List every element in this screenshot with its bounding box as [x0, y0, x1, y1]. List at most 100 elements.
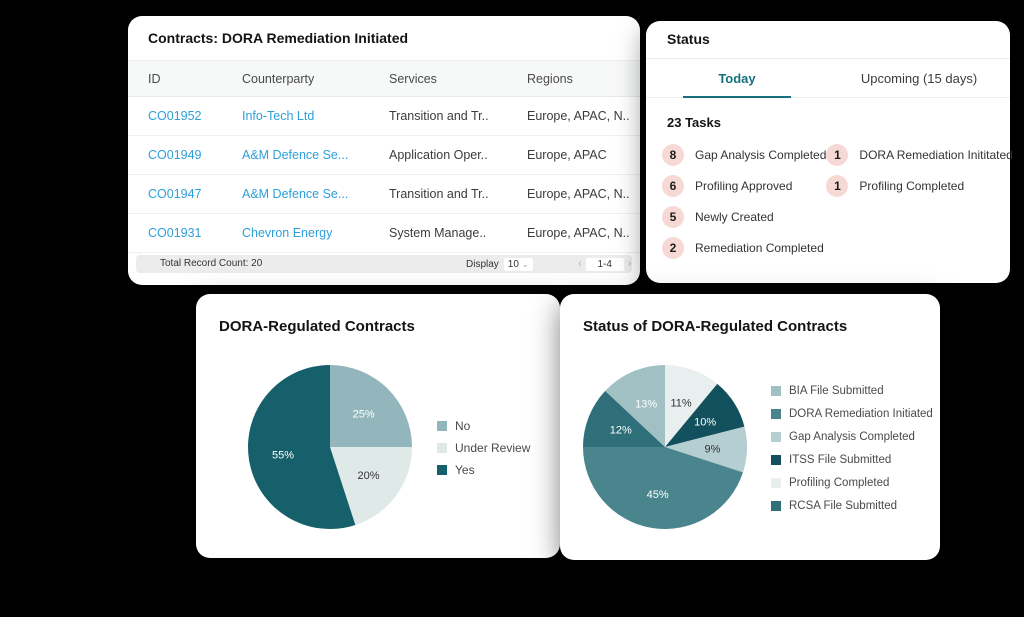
- pie-slice-no[interactable]: [330, 365, 412, 447]
- cell-id-link[interactable]: CO01949: [148, 148, 202, 162]
- contracts-card: Contracts: DORA Remediation Initiated ID…: [128, 16, 640, 285]
- pie-slice-bia-file-submitted[interactable]: [605, 365, 665, 447]
- task-count-badge: 8: [662, 143, 684, 166]
- task-count-badge: 5: [662, 205, 684, 228]
- task-item-gap-analysis-completed[interactable]: 8 Gap Analysis Completed: [662, 139, 826, 170]
- tasks-col-right: 1 DORA Remediation Inititated 1 Profiling C…: [826, 139, 1013, 263]
- pie-slice-value-label: 20%: [357, 470, 379, 482]
- chevron-down-icon: ⌄: [521, 260, 529, 269]
- cell-counterparty-link[interactable]: Chevron Energy: [242, 226, 333, 240]
- task-count-badge: 6: [662, 174, 684, 197]
- display-label: Display: [466, 259, 499, 270]
- display-control: Display 10 ⌄: [466, 258, 533, 271]
- cell-services: Transition and Tr..: [389, 109, 489, 123]
- task-item-dora-remediation-inititated[interactable]: 1 DORA Remediation Inititated: [826, 139, 1013, 170]
- legend-swatch: [437, 443, 447, 453]
- pie-slice-itss-file-submitted[interactable]: [665, 383, 745, 447]
- legend-label: Under Review: [455, 441, 531, 455]
- tab-upcoming[interactable]: Upcoming (15 days): [860, 70, 978, 86]
- cell-counterparty-link[interactable]: A&M Defence Se...: [242, 187, 349, 201]
- legend-item-under-review[interactable]: Under Review: [437, 437, 530, 459]
- pagination: ‹ 1-4 ›: [574, 258, 635, 271]
- legend-label: BIA File Submitted: [789, 384, 884, 397]
- tasks-grid: 8 Gap Analysis Completed 6 Profiling Approv…: [646, 139, 1013, 263]
- contracts-table-header: ID Counterparty Services Regions: [128, 61, 640, 97]
- pie-slice-value-label: 11%: [670, 397, 691, 409]
- task-label: Remediation Completed: [695, 240, 824, 255]
- cell-regions: Europe, APAC, N..: [527, 226, 630, 240]
- tasks-col-left: 8 Gap Analysis Completed 6 Profiling Approv…: [662, 139, 826, 263]
- task-item-profiling-completed[interactable]: 1 Profiling Completed: [826, 170, 1012, 201]
- pie-chart-dora-regulated: 25% 20% 55%: [248, 365, 412, 529]
- pie-slice-under-review[interactable]: [330, 447, 412, 525]
- cell-regions: Europe, APAC: [527, 148, 607, 162]
- table-row: CO01952 Info-Tech Ltd Transition and Tr.. E…: [128, 97, 640, 136]
- task-label: DORA Remediation Inititated: [859, 147, 1013, 162]
- page-prev-icon[interactable]: ‹: [578, 258, 582, 270]
- pie-slice-value-label: 45%: [647, 489, 669, 501]
- pie-slice-value-label: 55%: [272, 449, 294, 461]
- task-item-remediation-completed[interactable]: 2 Remediation Completed: [662, 232, 826, 263]
- legend-item-yes[interactable]: Yes: [437, 459, 530, 481]
- cell-id-link[interactable]: CO01931: [148, 226, 202, 240]
- display-value: 10: [507, 259, 519, 270]
- contracts-title: Contracts: DORA Remediation Initiated: [128, 16, 640, 61]
- table-row: CO01931 Chevron Energy System Manage.. Euro…: [128, 214, 640, 253]
- display-dropdown[interactable]: 10 ⌄: [503, 258, 533, 271]
- cell-counterparty-link[interactable]: Info-Tech Ltd: [242, 109, 315, 123]
- chart-legend: BIA File Submitted DORA Remediation Initi…: [771, 379, 933, 517]
- task-count-badge: 1: [826, 143, 849, 166]
- legend-label: Gap Analysis Completed: [789, 430, 915, 443]
- legend-item-profiling-completed[interactable]: Profiling Completed: [771, 471, 933, 494]
- cell-counterparty-link[interactable]: A&M Defence Se...: [242, 148, 349, 162]
- column-header-id: ID: [148, 71, 161, 86]
- pie-chart-status-of-dora: 11%10% 9% 45% 12% 13%: [583, 365, 747, 530]
- legend-swatch: [437, 465, 447, 475]
- cell-services: System Manage..: [389, 226, 487, 240]
- legend-item-gap-analysis-completed[interactable]: Gap Analysis Completed: [771, 425, 933, 448]
- total-record-count: Total Record Count: 20: [160, 258, 263, 269]
- cell-id-link[interactable]: CO01952: [148, 109, 202, 123]
- page-next-icon[interactable]: ›: [627, 258, 632, 270]
- legend-item-rcsa-file-submitted[interactable]: RCSA File Submitted: [771, 494, 933, 517]
- pie-slice-dora-remediation-initiated[interactable]: [583, 447, 743, 530]
- status-title: Status: [646, 21, 1010, 59]
- legend-item-dora-remediation-initiated[interactable]: DORA Remediation Initiated: [771, 402, 933, 425]
- legend-swatch: [771, 385, 781, 396]
- legend-swatch: [771, 500, 781, 511]
- cell-id-link[interactable]: CO01947: [148, 187, 202, 201]
- legend-label: Profiling Completed: [789, 476, 890, 489]
- legend-label: DORA Remediation Initiated: [789, 407, 933, 420]
- legend-label: No: [455, 419, 471, 433]
- legend-label: Yes: [455, 463, 475, 477]
- dora-regulated-contracts-card: DORA-Regulated Contracts 25% 20% 55% No Und…: [196, 294, 560, 558]
- chart-title: Status of DORA-Regulated Contracts: [583, 318, 848, 335]
- pie-slice-value-label: 12%: [610, 425, 632, 437]
- legend-item-bia-file-submitted[interactable]: BIA File Submitted: [771, 379, 933, 402]
- cell-regions: Europe, APAC, N..: [527, 187, 630, 201]
- legend-item-itss-file-submitted[interactable]: ITSS File Submitted: [771, 448, 933, 471]
- task-count-badge: 2: [662, 236, 684, 259]
- status-of-dora-regulated-contracts-card: Status of DORA-Regulated Contracts 11% 10…: [560, 294, 940, 560]
- table-row: CO01949 A&M Defence Se... Application Oper…: [128, 136, 640, 175]
- task-label: Newly Created: [695, 209, 774, 224]
- tasks-count: 23 Tasks: [667, 115, 721, 130]
- task-item-newly-created[interactable]: 5 Newly Created: [662, 201, 826, 232]
- status-card: Status Today Upcoming (15 days) 23 Tasks…: [646, 21, 1013, 283]
- pie-slice-gap-analysis-completed[interactable]: [665, 426, 747, 473]
- pie-slice-value-label: 9%: [705, 444, 721, 456]
- pie-slice-value-label: 10%: [694, 417, 716, 429]
- tab-today[interactable]: Today: [646, 59, 828, 97]
- task-item-profiling-approved[interactable]: 6 Profiling Approved: [662, 170, 826, 201]
- cell-regions: Europe, APAC, N..: [527, 109, 630, 123]
- table-footer: Total Record Count: 20 Display 10 ⌄ ‹ 1-…: [136, 255, 632, 273]
- pie-slice-yes[interactable]: [248, 365, 356, 529]
- pie-slice-rcsa-file-submitted[interactable]: [583, 390, 665, 447]
- legend-swatch: [771, 408, 781, 419]
- legend-swatch: [437, 421, 447, 431]
- legend-item-no[interactable]: No: [437, 415, 530, 437]
- status-tabs: Today Upcoming (15 days): [646, 59, 1010, 98]
- chart-legend: No Under Review Yes: [437, 415, 530, 481]
- task-label: Profiling Approved: [695, 178, 793, 193]
- pie-slice-profiling-completed[interactable]: [665, 365, 718, 447]
